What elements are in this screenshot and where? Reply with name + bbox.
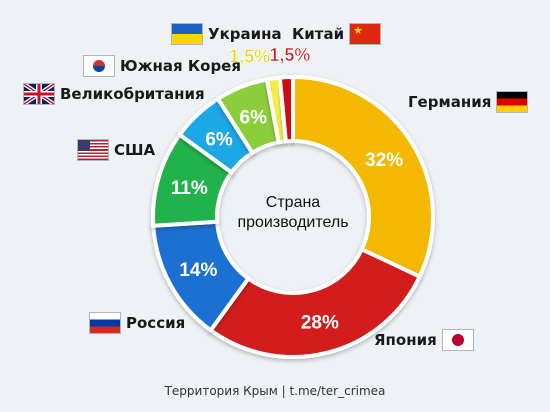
label-japan-text: Япония — [374, 331, 437, 349]
ua-flag-icon — [172, 24, 202, 44]
footer-credit: Территория Крым | t.me/ter_crimea — [164, 384, 386, 398]
slice-label-2: 14% — [179, 260, 217, 281]
slice-label-5: 6% — [240, 108, 268, 129]
label-usa-text: США — [114, 141, 156, 159]
label-china: Китай ★ — [292, 24, 381, 44]
label-russia-text: Россия — [126, 314, 186, 332]
gb-flag-icon — [24, 84, 54, 104]
ru-flag-icon — [90, 313, 120, 333]
label-russia: Россия — [90, 313, 185, 333]
cn-flag-icon: ★ — [350, 24, 381, 44]
label-south-korea-text: Южная Корея — [120, 57, 241, 75]
de-flag-icon — [497, 92, 528, 112]
slice-1 — [207, 246, 423, 359]
slice-label-3: 11% — [171, 178, 208, 199]
label-china-text: Китай — [292, 25, 345, 43]
label-uk: Великобритания — [24, 84, 205, 104]
slice-label-4: 6% — [205, 129, 233, 150]
center-label-line-1: Страна — [266, 194, 321, 211]
slice-label-7: 1,5% — [269, 45, 310, 65]
slice-label-1: 28% — [301, 313, 339, 334]
us-flag-icon — [78, 140, 108, 160]
slice-7 — [277, 74, 295, 144]
label-usa: США — [78, 140, 155, 160]
slice-0 — [291, 74, 435, 280]
slice-label-6: 1,5% — [229, 47, 270, 67]
slice-label-0: 32% — [365, 150, 403, 171]
label-ukraine-text: Украина — [208, 25, 282, 43]
label-germany: Германия — [408, 92, 528, 112]
label-germany-text: Германия — [408, 93, 492, 111]
label-japan: Япония — [374, 330, 473, 350]
kr-flag-icon — [84, 56, 114, 76]
label-south-korea: Южная Корея — [84, 56, 241, 76]
label-uk-text: Великобритания — [60, 85, 205, 103]
center-label-line-2: производитель — [237, 214, 348, 231]
label-ukraine: Украина — [172, 24, 282, 44]
jp-flag-icon — [442, 330, 473, 350]
